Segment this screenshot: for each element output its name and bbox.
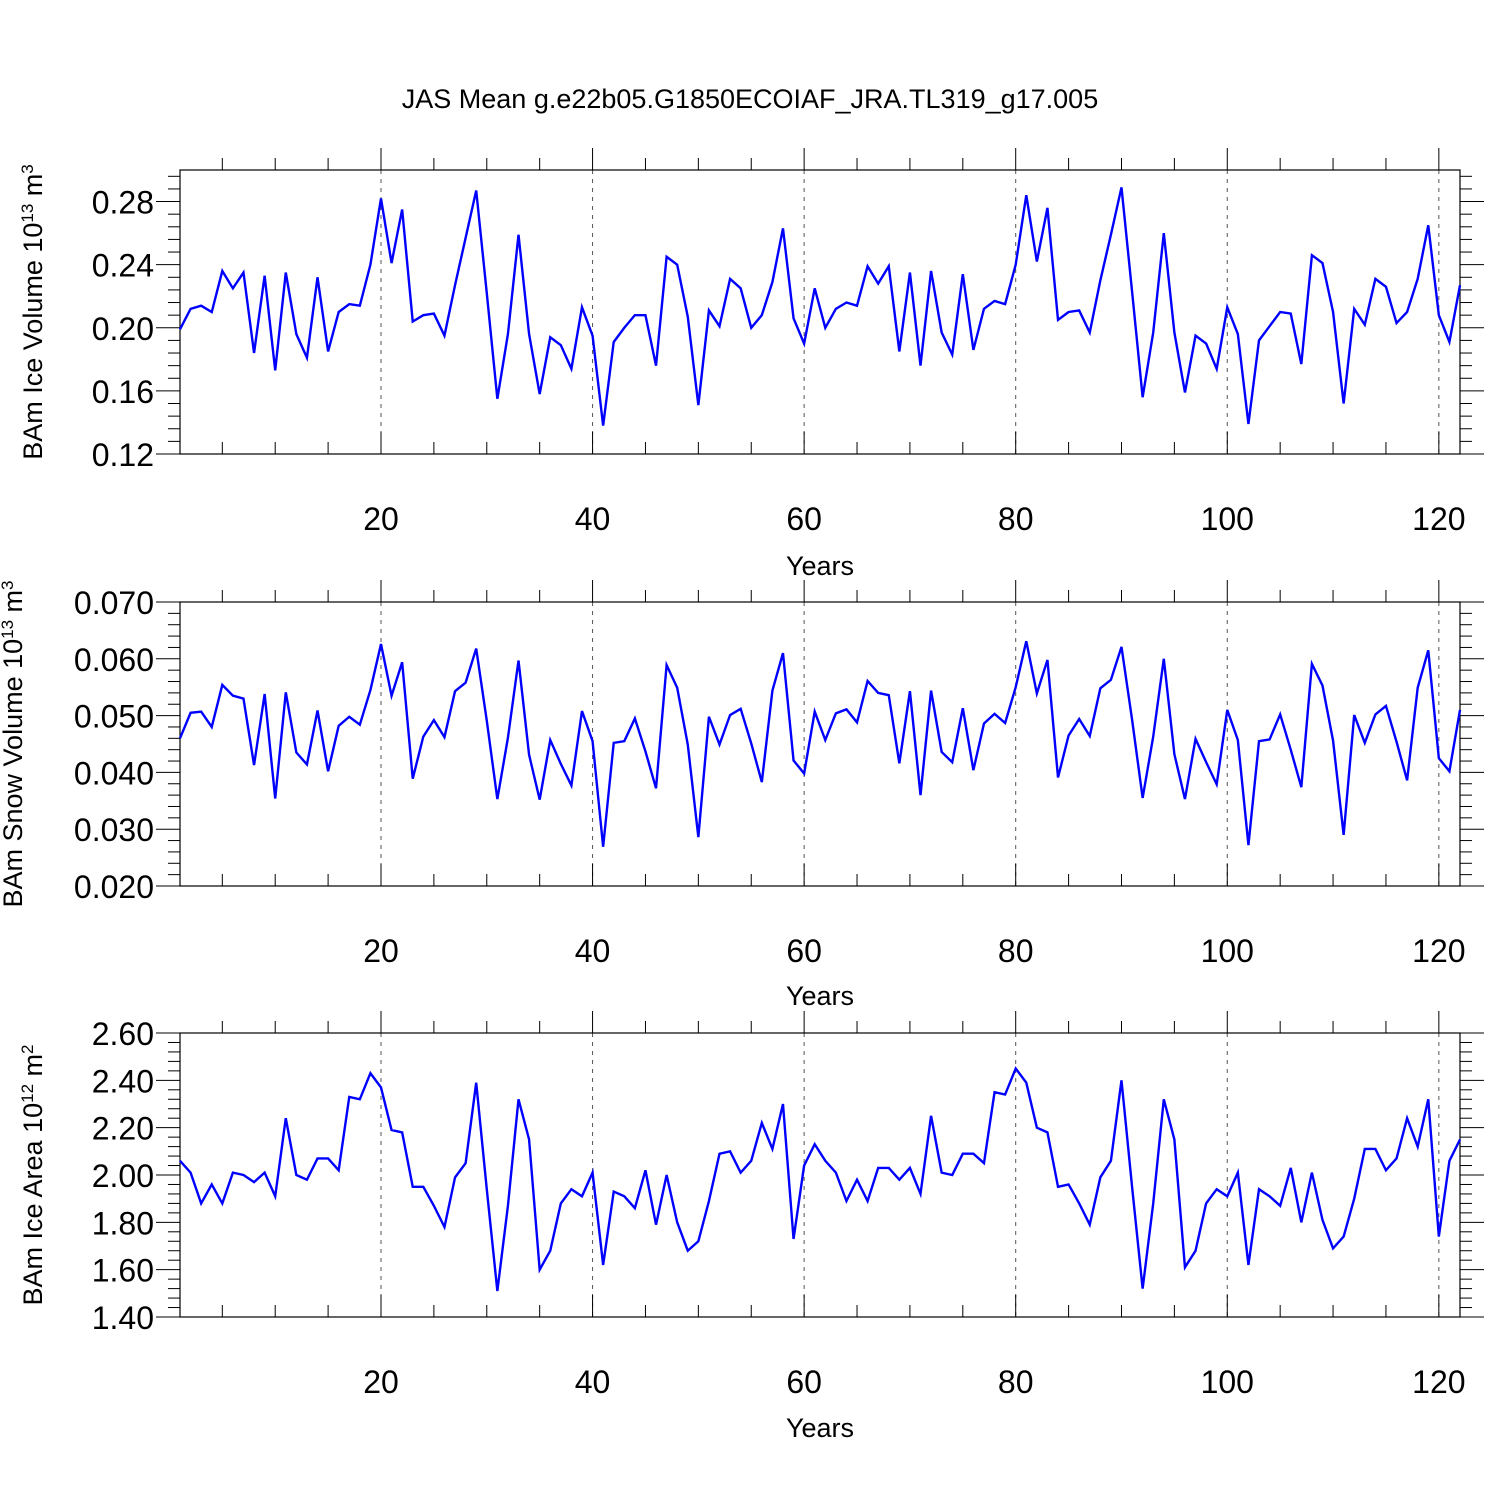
y-tick-label: 0.16 [92,374,154,410]
y-axis-title: BAm Ice Volume 1013 m3 [18,164,49,460]
y-tick-label: 1.40 [92,1300,154,1336]
x-tick-label: 120 [1412,1364,1465,1400]
plot-frame [179,1032,1461,1318]
series-line [179,1066,1462,1292]
x-tick-label: 100 [1201,933,1254,969]
y-tick-label: 2.60 [92,1016,154,1052]
x-tick-label: 80 [998,1364,1034,1400]
panel-ice-area: 20 40 60 80 100 120 1.40 1.60 1.80 2.00 2.20 2.40 2.… [18,1011,1484,1443]
chart-title: JAS Mean g.e22b05.G1850ECOIAF_JRA.TL319_… [402,84,1098,114]
x-axis-title: Years [786,551,854,581]
y-tick-label: 0.24 [92,248,154,284]
x-tick-label: 80 [998,933,1034,969]
series-line [178,640,1462,847]
x-tick-label: 20 [363,933,399,969]
y-tick-label: 0.20 [92,311,154,347]
y-tick-label: 0.050 [74,699,154,735]
x-tick-label: 20 [363,1364,399,1400]
panel-ice-volume: 20 40 60 80 100 120 0.12 0.16 0.20 0.24 0.28 Years B… [18,148,1484,581]
y-tick-label: 2.20 [92,1111,154,1147]
x-tick-label: 100 [1201,501,1254,537]
x-tick-label: 40 [575,933,611,969]
y-tick-label: 0.28 [92,185,154,221]
x-tick-label: 60 [786,933,822,969]
y-tick-label: 1.80 [92,1205,154,1241]
y-tick-label: 0.040 [74,755,154,791]
y-tick-label: 2.00 [92,1158,154,1194]
panel-snow-volume: 20 40 60 80 100 120 0.020 0.030 0.040 0.050 0.060 0… [0,580,1484,1011]
plot-frame [179,601,1461,887]
y-tick-label: 0.060 [74,642,154,678]
x-tick-label: 60 [786,501,822,537]
x-tick-label: 120 [1412,933,1465,969]
y-tick-label: 0.12 [92,437,154,473]
x-tick-label: 40 [575,1364,611,1400]
y-tick-label: 0.030 [74,812,154,848]
y-tick-label: 0.070 [74,585,154,621]
x-tick-label: 20 [363,501,399,537]
series-line [178,187,1462,426]
x-tick-label: 80 [998,501,1034,537]
plot-frame [179,169,1461,455]
x-axis-title: Years [786,1413,854,1443]
x-axis-title: Years [786,981,854,1011]
x-tick-label: 60 [786,1364,822,1400]
x-tick-label: 100 [1201,1364,1254,1400]
y-axis-title: BAm Ice Area 1012 m2 [18,1045,49,1306]
x-tick-label: 40 [575,501,611,537]
y-tick-label: 1.60 [92,1253,154,1289]
y-axis-title: BAm Snow Volume 1013 m3 [0,580,28,907]
x-tick-label: 120 [1412,501,1465,537]
y-tick-label: 2.40 [92,1063,154,1099]
y-tick-label: 0.020 [74,869,154,905]
